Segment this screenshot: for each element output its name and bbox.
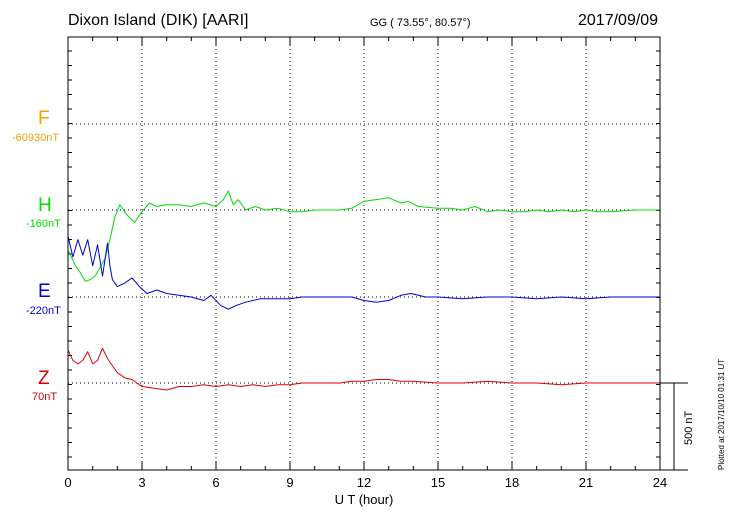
channel-label-e: E: [38, 281, 51, 302]
series-line-z: [67, 347, 660, 391]
chart-ticks: [67, 37, 661, 470]
x-axis-label: U T (hour): [335, 492, 394, 507]
x-tick-label: 21: [579, 475, 593, 490]
series-line-e: [67, 235, 660, 310]
x-tick-label: 24: [653, 475, 667, 490]
channel-label-h: H: [38, 195, 52, 216]
station-title: Dixon Island (DIK) [AARI]: [68, 12, 249, 29]
plotted-timestamp: Plotted at 2017/10/10 01:31 UT: [717, 359, 726, 470]
channel-label-f: F: [38, 108, 50, 129]
station-coordinates: GG ( 73.55°, 80.57°): [370, 17, 471, 29]
scale-bar-label: 500 nT: [683, 410, 695, 445]
x-tick-label: 12: [357, 475, 371, 490]
plot-frame: [67, 36, 661, 471]
x-tick-label: 3: [138, 475, 145, 490]
scale-bar: [660, 382, 688, 471]
plot-date: 2017/09/09: [578, 12, 659, 29]
channel-baseline-e: -220nT: [26, 305, 61, 317]
x-tick-label: 0: [64, 475, 71, 490]
x-tick-label: 6: [212, 475, 219, 490]
x-tick-label: 15: [431, 475, 445, 490]
x-tick-label: 18: [505, 475, 519, 490]
series-line-h: [67, 190, 660, 282]
channel-label-z: Z: [38, 368, 50, 389]
channel-baseline-z: 70nT: [32, 391, 58, 403]
x-tick-label: 9: [286, 475, 293, 490]
channel-baseline-f: -60930nT: [12, 132, 60, 144]
x-tick-labels: 0 3 6 9 12 15 18 21 24: [64, 475, 667, 490]
chart-grid: [68, 37, 660, 470]
chart-traces: [67, 190, 660, 391]
channel-baseline-h: -160nT: [26, 218, 61, 230]
